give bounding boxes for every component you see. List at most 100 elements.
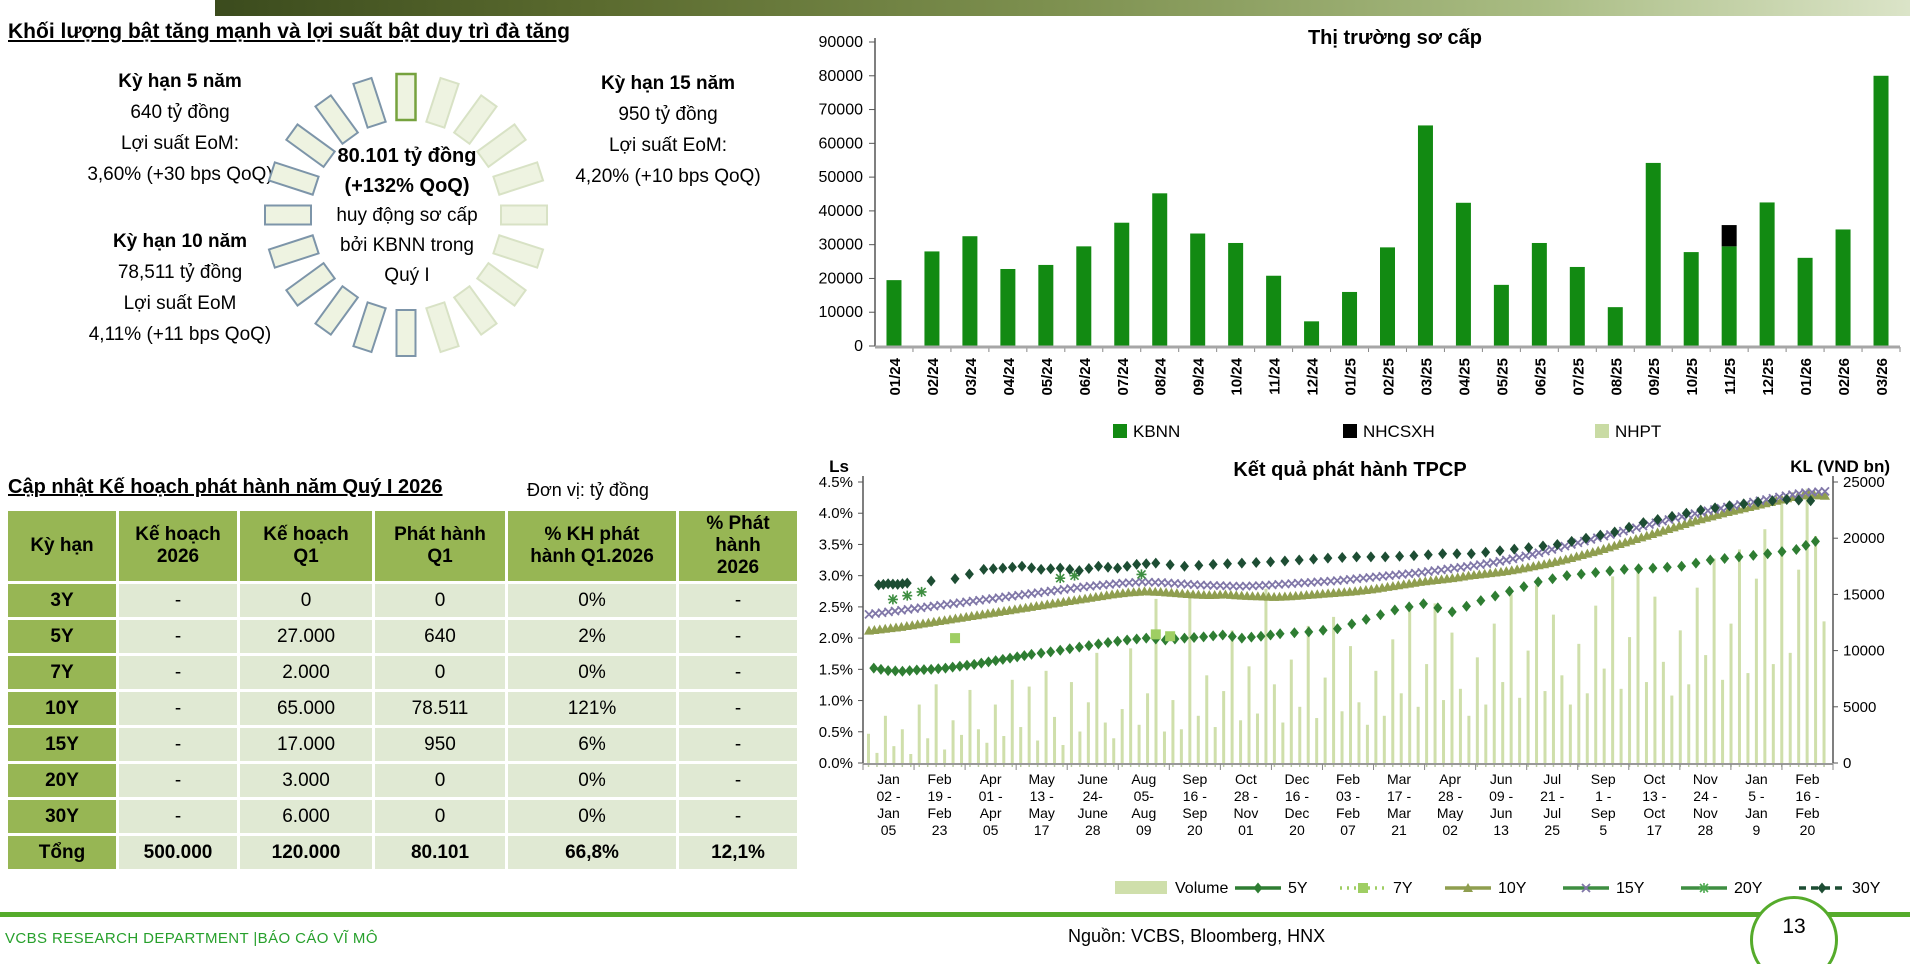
marker xyxy=(976,657,986,669)
marker xyxy=(1734,551,1744,563)
bar-kbnn xyxy=(1493,284,1509,346)
sunburst-ring-icon xyxy=(264,72,548,357)
marker xyxy=(883,665,893,677)
ring-segment xyxy=(284,261,337,307)
marker xyxy=(1017,560,1027,572)
chart2-xlabel: 25 xyxy=(1544,822,1560,838)
primary-market-bar-chart: Thị trường sơ cấp 0 10000 20000 30000 40000 50… xyxy=(819,27,1901,441)
marker xyxy=(933,663,943,675)
table-cell: 17.000 xyxy=(240,728,372,761)
marker xyxy=(1347,618,1357,630)
marker xyxy=(1122,634,1132,646)
marker xyxy=(1084,562,1094,574)
marker xyxy=(1810,535,1820,547)
volume-bar xyxy=(1788,652,1792,763)
marker xyxy=(1619,563,1629,575)
chart2-xlabel: Apr xyxy=(980,805,1002,821)
chart2-xlabel: Sep xyxy=(1182,771,1207,787)
chart2-xlabel: Jan xyxy=(877,771,900,787)
marker xyxy=(1662,561,1672,573)
bar-kbnn xyxy=(1114,222,1130,346)
volume-bar xyxy=(1027,686,1031,763)
legend-label-15y: 15Y xyxy=(1616,880,1645,897)
marker xyxy=(1653,513,1663,525)
marker xyxy=(874,579,884,591)
volume-bar xyxy=(867,733,870,763)
table-cell: 0 xyxy=(240,584,372,617)
volume-bar xyxy=(1391,639,1395,763)
volume-bar xyxy=(1357,702,1361,763)
chart2-xlabel: Jan xyxy=(877,805,900,821)
marker xyxy=(926,663,936,675)
table-row: 3Y -0 0 0% - xyxy=(8,584,797,617)
marker xyxy=(1495,545,1505,557)
chart1-xtick: 12/24 xyxy=(1305,357,1322,395)
ring-segment xyxy=(452,284,498,337)
chart2-xlabel: Apr xyxy=(1439,771,1461,787)
marker xyxy=(1748,549,1758,561)
top-gradient-band xyxy=(215,0,1910,16)
bar-kbnn xyxy=(1038,264,1054,346)
marker xyxy=(1547,544,1557,555)
chart2-right-ytick: 0 xyxy=(1843,755,1851,772)
marker xyxy=(1395,550,1405,562)
marker xyxy=(1136,569,1147,580)
chart2-xlabel: 07 xyxy=(1340,822,1356,838)
marker xyxy=(1289,627,1299,639)
volume-bar xyxy=(1475,657,1479,763)
volume-bar xyxy=(1239,720,1243,763)
table-cell: 121% xyxy=(508,692,676,725)
marker xyxy=(1519,581,1529,593)
marker xyxy=(1019,650,1029,662)
bar-kbnn xyxy=(1873,75,1889,347)
marker xyxy=(1476,595,1486,607)
legend-label-nhcsxh: NHCSXH xyxy=(1363,422,1435,441)
plan-section-title: Cập nhật Kế hoạch phát hành năm Quý I 20… xyxy=(8,476,443,498)
volume-bar xyxy=(1137,724,1141,763)
marker xyxy=(1141,632,1151,644)
volume-bar xyxy=(1467,715,1471,763)
table-cell: 3.000 xyxy=(240,764,372,797)
marker xyxy=(1739,498,1749,510)
marker xyxy=(1132,633,1142,645)
volume-bar xyxy=(1619,688,1623,763)
marker xyxy=(1074,641,1084,653)
volume-bar xyxy=(1814,535,1818,763)
chart2-xlabel: 01 - xyxy=(979,788,1003,804)
tenor-5y-volume: 640 tỷ đồng xyxy=(130,102,230,123)
chart1-ytick: 20000 xyxy=(819,270,864,287)
volume-bar xyxy=(1205,675,1209,763)
chart2-left-axis-title: Ls xyxy=(829,457,849,476)
chart2-xlabel: Apr xyxy=(980,771,1002,787)
chart2-xlabel: Jan xyxy=(1745,771,1768,787)
volume-bar xyxy=(1002,736,1006,763)
table-cell: 2% xyxy=(508,620,676,653)
page-number-badge: 13 xyxy=(1750,896,1838,964)
bar-kbnn xyxy=(1721,246,1737,346)
marker xyxy=(1223,558,1232,570)
table-cell: 2.000 xyxy=(240,656,372,689)
ring-segment xyxy=(267,234,320,269)
tenor-5y-yield-label: Lợi suất EoM: xyxy=(120,133,240,154)
chart2-left-ytick: 4.0% xyxy=(819,505,853,522)
marker xyxy=(1055,644,1065,656)
volume-bar xyxy=(1568,704,1572,763)
volume-bar xyxy=(1425,664,1429,763)
tenor-block-15y: Kỳ hạn 15 năm 950 tỷ đồng Lợi suất EoM: … xyxy=(543,68,793,192)
plan-unit-label: Đơn vị: tỷ đồng xyxy=(527,480,649,500)
table-cell: 12,1% xyxy=(679,836,797,869)
table-row: 7Y -2.000 0 0% - xyxy=(8,656,797,689)
chart2-xlabel: 13 - xyxy=(1030,788,1054,804)
chart2-right-ytick: 25000 xyxy=(1843,474,1885,491)
marker xyxy=(1595,529,1605,541)
marker xyxy=(979,563,989,575)
bar-nhcsxh xyxy=(1721,225,1737,247)
volume-bar xyxy=(1543,691,1547,763)
tenor-10y-volume: 78,511 tỷ đồng xyxy=(117,262,243,283)
volume-bar xyxy=(1382,715,1386,763)
chart2-xlabel: 16 - xyxy=(1183,788,1207,804)
chart1-ytick: 90000 xyxy=(819,34,864,51)
marker xyxy=(1591,567,1601,579)
marker xyxy=(1046,646,1056,658)
table-cell: 0% xyxy=(508,656,676,689)
